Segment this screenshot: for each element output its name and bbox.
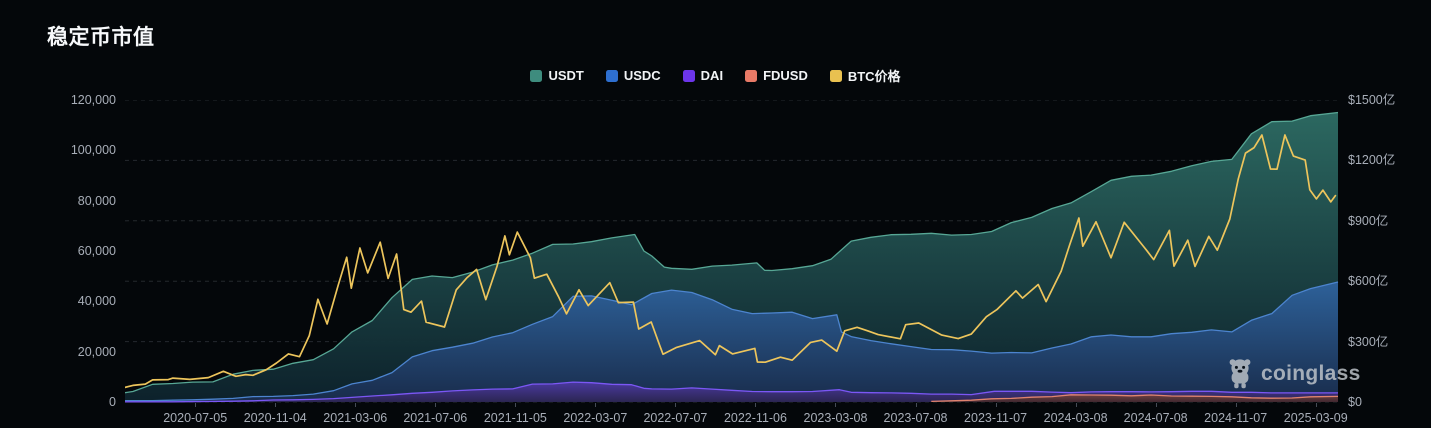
legend-item-btc[interactable]: BTC价格 xyxy=(829,66,901,85)
fdusd-swatch-icon xyxy=(745,69,758,82)
area-edge-USDT xyxy=(125,111,1339,394)
y-left-tick-label: 60,000 xyxy=(77,244,116,258)
x-axis-tick xyxy=(435,403,437,407)
legend-label-usdt: USDT xyxy=(548,68,584,83)
x-axis-tick xyxy=(1075,403,1077,407)
area-edge-FDUSD xyxy=(931,394,1339,403)
x-tick-label: 2024-03-08 xyxy=(1043,411,1108,425)
btc-price-line xyxy=(125,134,1337,389)
coinglass-watermark: coinglass xyxy=(1227,358,1361,389)
y-right-tick-label: $600亿 xyxy=(1348,274,1389,289)
plot-area[interactable] xyxy=(125,100,1340,403)
x-axis-tick xyxy=(595,403,597,407)
x-tick-label: 2023-11-07 xyxy=(964,411,1028,425)
y-left-tick-label: 100,000 xyxy=(70,143,116,158)
x-axis-tick xyxy=(355,403,357,407)
y-left-tick-label: 120,000 xyxy=(70,93,116,107)
y-left-tick-label: 40,000 xyxy=(77,294,116,309)
area-USDT xyxy=(125,112,1338,402)
x-axis-tick xyxy=(515,403,517,407)
x-tick-label: 2020-11-04 xyxy=(243,411,307,425)
coinglass-mascot-icon xyxy=(1229,359,1251,389)
y-right-tick-label: $900亿 xyxy=(1348,213,1389,228)
legend-item-usdc[interactable]: USDC xyxy=(605,68,661,83)
x-axis-tick xyxy=(915,403,917,407)
coinglass-logo-text: coinglass xyxy=(1261,361,1361,385)
area-FDUSD xyxy=(931,394,1338,402)
x-tick-label: 2022-03-07 xyxy=(563,411,628,425)
x-tick-label: 2024-11-07 xyxy=(1204,411,1268,425)
x-tick-label: 2022-11-06 xyxy=(723,411,787,425)
x-tick-label: 2021-11-05 xyxy=(483,411,547,425)
chart-title: 稳定币市值 xyxy=(47,26,155,49)
y-right-tick-label: $1200亿 xyxy=(1348,153,1396,168)
legend-label-fdusd: FDUSD xyxy=(763,68,808,83)
usdc-swatch-icon xyxy=(605,69,618,82)
x-tick-label: 2023-03-08 xyxy=(803,411,868,425)
x-axis-tick xyxy=(835,403,837,407)
usdt-swatch-icon xyxy=(530,69,543,82)
y-right-tick-label: $0 xyxy=(1348,395,1362,409)
y-right-tick-label: $300亿 xyxy=(1348,334,1389,349)
dai-swatch-icon xyxy=(682,69,695,82)
x-axis-tick xyxy=(755,403,757,407)
area-USDC xyxy=(125,282,1338,402)
legend-item-fdusd[interactable]: FDUSD xyxy=(745,68,808,83)
y-right-tick-label: $1500亿 xyxy=(1348,93,1396,107)
legend-item-usdt[interactable]: USDT xyxy=(530,68,584,83)
x-tick-label: 2020-07-05 xyxy=(163,411,228,425)
chart-legend: USDT USDC DAI FDUSD BTC价格 xyxy=(0,66,1431,85)
x-axis-tick xyxy=(1155,403,1157,407)
x-tick-label: 2023-07-08 xyxy=(883,411,948,425)
x-tick-label: 2025-03-09 xyxy=(1283,411,1348,425)
x-tick-label: 2021-03-06 xyxy=(323,411,388,425)
x-axis-tick xyxy=(1315,403,1317,407)
area-edge-USDC xyxy=(125,281,1339,402)
y-left-tick-label: 0 xyxy=(109,395,116,409)
x-axis-tick xyxy=(1235,403,1237,407)
x-axis-tick xyxy=(195,403,197,407)
y-left-tick-label: 20,000 xyxy=(77,344,116,359)
y-left-tick-label: 80,000 xyxy=(77,193,116,208)
x-tick-label: 2024-07-08 xyxy=(1123,411,1188,425)
legend-label-btc: BTC价格 xyxy=(847,69,901,84)
legend-label-usdc: USDC xyxy=(623,68,661,83)
legend-label-dai: DAI xyxy=(700,68,724,83)
x-axis-tick xyxy=(675,403,677,407)
legend-item-dai[interactable]: DAI xyxy=(682,68,724,83)
x-axis-tick xyxy=(275,403,277,407)
area-edge-DAI xyxy=(125,381,1338,403)
x-tick-label: 2021-07-06 xyxy=(403,411,468,425)
btc-swatch-icon xyxy=(829,69,842,82)
x-axis-tick xyxy=(995,403,997,407)
x-tick-label: 2022-07-07 xyxy=(643,411,708,425)
